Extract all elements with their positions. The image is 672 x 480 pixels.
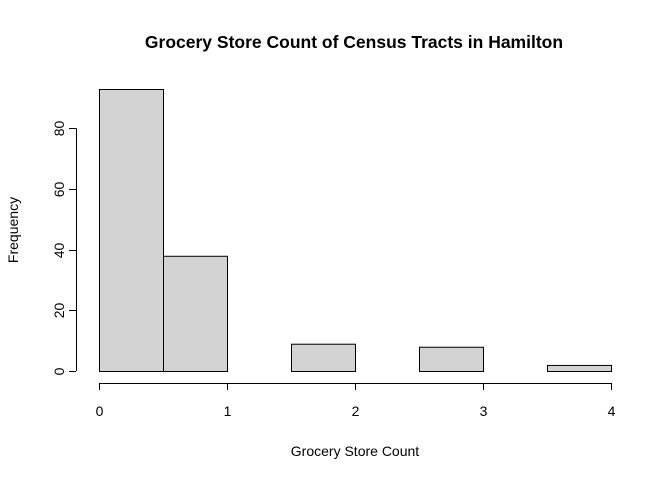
bars-group — [99, 89, 612, 373]
chart-title: Grocery Store Count of Census Tracts in … — [145, 32, 563, 52]
histogram-bar-7 — [547, 364, 612, 373]
y-tick-label-3: 60 — [51, 182, 67, 198]
x-tick-label-2: 2 — [352, 403, 360, 419]
x-axis-label: Grocery Store Count — [291, 443, 419, 459]
y-axis-label: Frequency — [5, 197, 21, 263]
x-tick-label-1: 1 — [224, 403, 232, 419]
x-axis: 0 1 2 3 4 — [96, 383, 616, 419]
x-tick-label-3: 3 — [480, 403, 488, 419]
x-tick-label-4: 4 — [608, 403, 616, 419]
histogram-bar-5 — [419, 346, 484, 373]
y-tick-label-4: 80 — [51, 121, 67, 137]
histogram-bar-0 — [99, 89, 164, 372]
y-tick-label-0: 0 — [51, 367, 67, 375]
x-tick-label-0: 0 — [96, 403, 104, 419]
histogram-bar-3 — [291, 343, 356, 373]
histogram-bar-1 — [163, 255, 228, 373]
y-tick-label-1: 20 — [51, 303, 67, 319]
y-tick-label-2: 40 — [51, 243, 67, 259]
y-axis: 0 20 40 60 80 — [51, 121, 77, 375]
